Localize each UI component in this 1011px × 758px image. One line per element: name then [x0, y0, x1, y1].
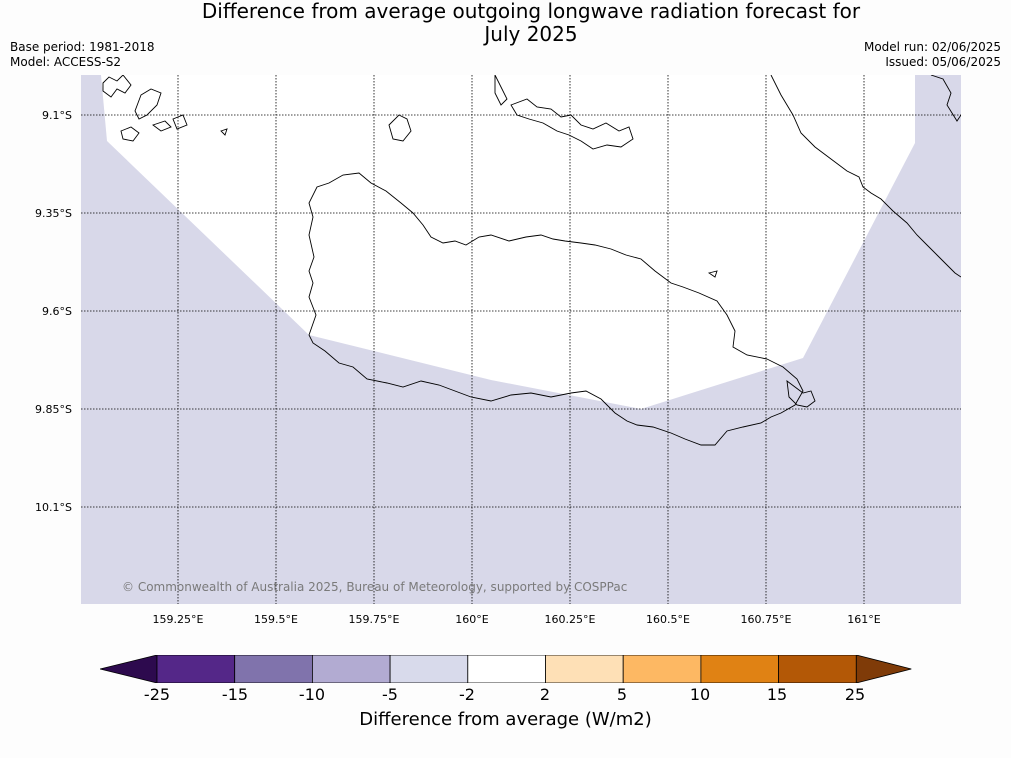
- colorbar-extension-low: [100, 655, 158, 683]
- guadalcanal-coast: [308, 172, 804, 446]
- colorbar-tick: 2: [539, 685, 551, 704]
- colorbar-segment: [778, 655, 857, 683]
- issued-date: Issued: 05/06/2025: [885, 55, 1001, 69]
- colorbar-tick: -15: [221, 685, 249, 704]
- lon-label: 160.25°E: [544, 613, 596, 626]
- nw-island: [102, 75, 132, 98]
- colorbar-tick: -5: [382, 685, 398, 704]
- lat-label: 9.6°S: [42, 305, 72, 318]
- colorbar-ticks: -25 -15 -10 -5 -2 2 5 10 15 25: [0, 685, 1011, 707]
- colorbar-segment: [156, 655, 236, 683]
- colorbar-label: Difference from average (W/m2): [359, 709, 652, 730]
- lon-label: 160.5°E: [646, 613, 690, 626]
- model-run: Model run: 02/06/2025: [863, 40, 1001, 54]
- colorbar-segment: [311, 655, 391, 683]
- colorbar-segments: [100, 655, 912, 683]
- florida-islands: [510, 98, 634, 150]
- lon-label: 159.5°E: [254, 613, 298, 626]
- colorbar-tick: 5: [616, 685, 628, 704]
- gridlines: [81, 75, 961, 604]
- colorbar: [100, 655, 912, 683]
- north-islet: [494, 75, 508, 106]
- colorbar-tick: -2: [459, 685, 475, 704]
- lon-label: 160.75°E: [740, 613, 792, 626]
- near-normal-region: [81, 75, 961, 409]
- colorbar-tick: -10: [298, 685, 326, 704]
- lon-label: 161°E: [847, 613, 881, 626]
- nw-island-6: [152, 120, 172, 132]
- lon-label: 159.75°E: [348, 613, 400, 626]
- coastlines: [102, 75, 961, 446]
- colorbar-segment: [467, 655, 546, 683]
- marau-islets: [786, 380, 816, 408]
- lat-label: 9.35°S: [35, 207, 72, 220]
- title-line-1: Difference from average outgoing longwav…: [201, 0, 861, 23]
- malaita-coast: [770, 75, 961, 278]
- savo-island: [388, 114, 412, 142]
- colorbar-tick: -25: [143, 685, 171, 704]
- colorbar-segment: [622, 655, 702, 683]
- nw-island-3: [120, 126, 140, 142]
- map-panel: [81, 75, 961, 604]
- copyright-credit: © Commonwealth of Australia 2025, Bureau…: [122, 580, 628, 594]
- small-islet: [707, 270, 718, 278]
- map-svg: [81, 75, 961, 604]
- nw-island-5: [220, 128, 228, 136]
- colorbar-extension-high: [855, 655, 912, 683]
- lat-label: 10.1°S: [35, 501, 72, 514]
- colorbar-segment: [545, 655, 624, 683]
- meta-right: Model run: 02/06/2025 Issued: 05/06/2025: [864, 40, 1001, 70]
- colorbar-tick: 25: [844, 685, 866, 704]
- colorbar-tick: 10: [689, 685, 711, 704]
- east-island: [930, 75, 961, 122]
- lat-label: 9.1°S: [42, 109, 72, 122]
- colorbar-tick: 15: [766, 685, 788, 704]
- lon-label: 160°E: [455, 613, 489, 626]
- title-line-2: July 2025: [484, 22, 578, 46]
- meta-left: Base period: 1981-2018 Model: ACCESS-S2: [10, 40, 155, 70]
- colorbar-segment: [234, 655, 313, 683]
- chart-title: Difference from average outgoing longwav…: [0, 0, 1011, 46]
- base-period: Base period: 1981-2018: [10, 40, 155, 54]
- model-name: Model: ACCESS-S2: [10, 55, 122, 69]
- colorbar-segment: [389, 655, 469, 683]
- lon-label: 159.25°E: [152, 613, 204, 626]
- nw-island-2: [134, 88, 162, 120]
- colorbar-segment: [700, 655, 780, 683]
- lat-label: 9.85°S: [35, 403, 72, 416]
- nw-island-4: [172, 114, 188, 130]
